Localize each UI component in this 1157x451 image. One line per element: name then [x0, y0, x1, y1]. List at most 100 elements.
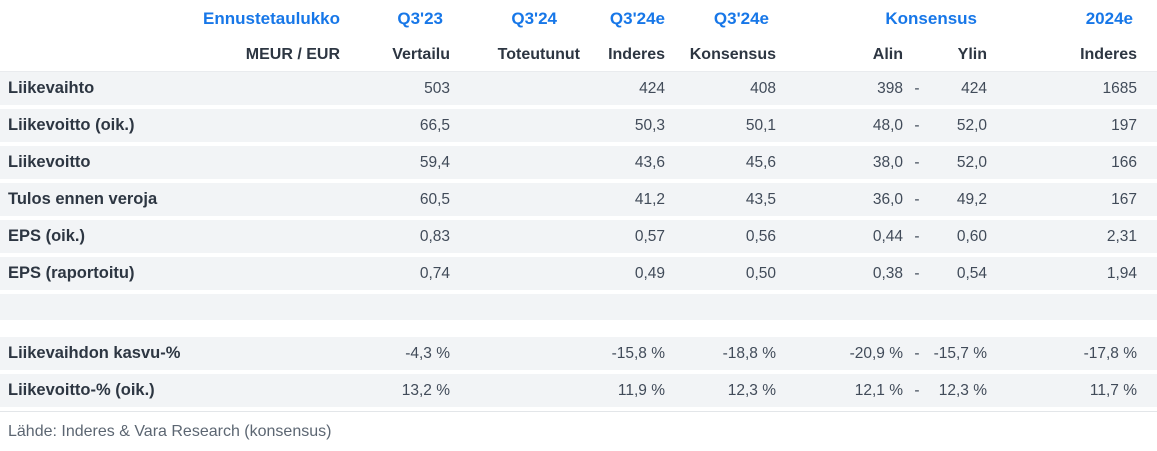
- table-title: Ennustetaulukko: [0, 0, 340, 38]
- row-label: Tulos ennen veroja: [0, 183, 340, 220]
- range-dash: -: [905, 72, 929, 109]
- cell-inderes: 11,9 %: [582, 374, 667, 411]
- range-dash: -: [905, 109, 929, 146]
- cell-konsensus: 0,50: [667, 257, 778, 294]
- cell-ylin: 424: [929, 72, 992, 109]
- table-row: Liikevoitto-% (oik.) 13,2 % 11,9 % 12,3 …: [0, 374, 1157, 411]
- header-subtitle-row: MEUR / EUR Vertailu Toteutunut Inderes K…: [0, 38, 1157, 72]
- cell-inderes: 41,2: [582, 183, 667, 220]
- range-dash: -: [905, 220, 929, 257]
- cell-inderes: 424: [582, 72, 667, 109]
- row-label: Liikevoitto (oik.): [0, 109, 340, 146]
- cell-alin: 36,0: [778, 183, 905, 220]
- cell-konsensus: 408: [667, 72, 778, 109]
- header-q3-23: Q3'23: [340, 0, 452, 38]
- subheader-alin: Alin: [778, 38, 905, 72]
- cell-vertailu: 0,74: [340, 257, 452, 294]
- row-label: EPS (oik.): [0, 220, 340, 257]
- range-dash: -: [905, 374, 929, 411]
- cell-konsensus: 0,56: [667, 220, 778, 257]
- cell-inderes: 43,6: [582, 146, 667, 183]
- table-row: EPS (oik.) 0,83 0,57 0,56 0,44 - 0,60 2,…: [0, 220, 1157, 257]
- cell-vertailu: 503: [340, 72, 452, 109]
- cell-2024e: 1685: [992, 72, 1157, 109]
- header-q3-24e-inderes: Q3'24e: [582, 0, 667, 38]
- subheader-vertailu: Vertailu: [340, 38, 452, 72]
- subheader-dash-spacer: [905, 38, 929, 72]
- table-row: Liikevaihdon kasvu-% -4,3 % -15,8 % -18,…: [0, 337, 1157, 374]
- cell-ylin: -15,7 %: [929, 337, 992, 374]
- cell-toteutunut: [452, 72, 582, 109]
- cell-2024e: 197: [992, 109, 1157, 146]
- cell-2024e: 11,7 %: [992, 374, 1157, 411]
- cell-vertailu: -4,3 %: [340, 337, 452, 374]
- range-dash: -: [905, 337, 929, 374]
- header-q3-24: Q3'24: [452, 0, 582, 38]
- cell-inderes: 50,3: [582, 109, 667, 146]
- cell-2024e: 2,31: [992, 220, 1157, 257]
- range-dash: -: [905, 183, 929, 220]
- cell-toteutunut: [452, 109, 582, 146]
- cell-alin: 0,38: [778, 257, 905, 294]
- table-row: Liikevaihto 503 424 408 398 - 424 1685: [0, 72, 1157, 109]
- cell-toteutunut: [452, 183, 582, 220]
- cell-konsensus: 45,6: [667, 146, 778, 183]
- cell-2024e: -17,8 %: [992, 337, 1157, 374]
- header-period-row: Ennustetaulukko Q3'23 Q3'24 Q3'24e Q3'24…: [0, 0, 1157, 38]
- row-label: Liikevoitto: [0, 146, 340, 183]
- cell-toteutunut: [452, 374, 582, 411]
- cell-vertailu: 60,5: [340, 183, 452, 220]
- cell-konsensus: 50,1: [667, 109, 778, 146]
- cell-ylin: 12,3 %: [929, 374, 992, 411]
- cell-alin: 0,44: [778, 220, 905, 257]
- cell-2024e: 167: [992, 183, 1157, 220]
- forecast-table-grid: Ennustetaulukko Q3'23 Q3'24 Q3'24e Q3'24…: [0, 0, 1157, 411]
- cell-vertailu: 66,5: [340, 109, 452, 146]
- spacer-row: [0, 324, 1157, 337]
- cell-inderes: -15,8 %: [582, 337, 667, 374]
- cell-ylin: 52,0: [929, 109, 992, 146]
- subheader-ylin: Ylin: [929, 38, 992, 72]
- row-label: Liikevaihdon kasvu-%: [0, 337, 340, 374]
- cell-vertailu: 59,4: [340, 146, 452, 183]
- range-dash: -: [905, 146, 929, 183]
- subheader-inderes: Inderes: [582, 38, 667, 72]
- subheader-toteutunut: Toteutunut: [452, 38, 582, 72]
- cell-alin: -20,9 %: [778, 337, 905, 374]
- cell-2024e: 166: [992, 146, 1157, 183]
- cell-ylin: 0,54: [929, 257, 992, 294]
- cell-toteutunut: [452, 146, 582, 183]
- cell-ylin: 52,0: [929, 146, 992, 183]
- cell-vertailu: 0,83: [340, 220, 452, 257]
- cell-inderes: 0,49: [582, 257, 667, 294]
- empty-row: [0, 294, 1157, 324]
- cell-ylin: 49,2: [929, 183, 992, 220]
- range-dash: -: [905, 257, 929, 294]
- cell-alin: 12,1 %: [778, 374, 905, 411]
- cell-ylin: 0,60: [929, 220, 992, 257]
- cell-konsensus: -18,8 %: [667, 337, 778, 374]
- unit-label: MEUR / EUR: [0, 38, 340, 72]
- cell-toteutunut: [452, 337, 582, 374]
- cell-toteutunut: [452, 220, 582, 257]
- table-row: Liikevoitto 59,4 43,6 45,6 38,0 - 52,0 1…: [0, 146, 1157, 183]
- cell-alin: 38,0: [778, 146, 905, 183]
- header-2024e: 2024e: [992, 0, 1157, 38]
- table-row: Liikevoitto (oik.) 66,5 50,3 50,1 48,0 -…: [0, 109, 1157, 146]
- row-label: EPS (raportoitu): [0, 257, 340, 294]
- subheader-inderes-2024e: Inderes: [992, 38, 1157, 72]
- source-note: Lähde: Inderes & Vara Research (konsensu…: [0, 411, 1157, 451]
- header-konsensus-group: Konsensus: [778, 0, 992, 38]
- cell-alin: 48,0: [778, 109, 905, 146]
- table-row: Tulos ennen veroja 60,5 41,2 43,5 36,0 -…: [0, 183, 1157, 220]
- cell-vertailu: 13,2 %: [340, 374, 452, 411]
- cell-inderes: 0,57: [582, 220, 667, 257]
- cell-toteutunut: [452, 257, 582, 294]
- row-label: Liikevoitto-% (oik.): [0, 374, 340, 411]
- header-q3-24e-konsensus: Q3'24e: [667, 0, 778, 38]
- row-label: Liikevaihto: [0, 72, 340, 109]
- cell-2024e: 1,94: [992, 257, 1157, 294]
- cell-konsensus: 43,5: [667, 183, 778, 220]
- cell-alin: 398: [778, 72, 905, 109]
